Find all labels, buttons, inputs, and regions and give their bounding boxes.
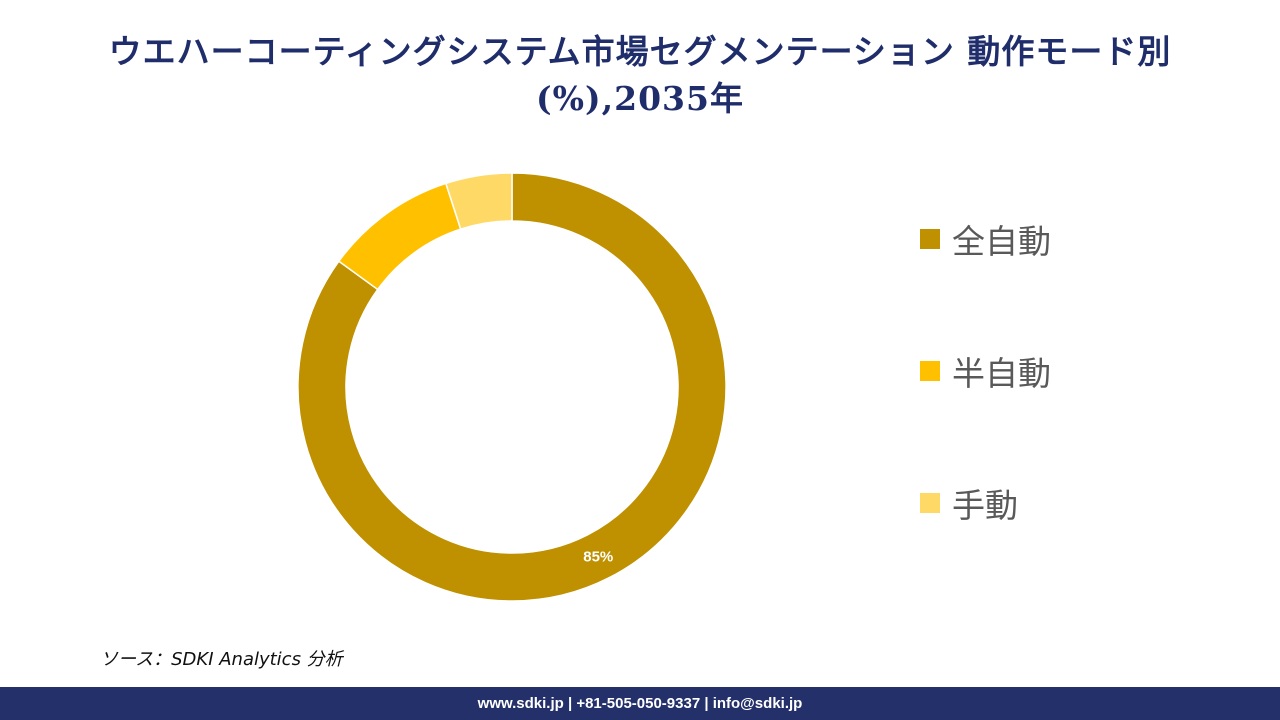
data-label-slice-1: 85%	[583, 548, 613, 565]
legend-item-3: 手動	[920, 479, 1018, 527]
footer-contact-bar: www.sdki.jp | +81-505-050-9337 | info@sd…	[0, 687, 1280, 720]
legend-item-1: 全自動	[920, 215, 1051, 263]
legend-item-2: 半自動	[920, 347, 1051, 395]
legend-swatch	[920, 493, 940, 513]
legend-label: 手動	[952, 486, 1018, 525]
legend-swatch	[920, 229, 940, 249]
chart-title-line-1: ウエハーコーティングシステム市場セグメンテーション 動作モード別	[108, 32, 1172, 71]
source-note: ソース：SDKI Analytics 分析	[100, 649, 343, 670]
legend-swatch	[920, 361, 940, 381]
donut-slice-1	[297, 172, 727, 602]
donut-slice-2	[337, 182, 462, 291]
legend-label: 全自動	[952, 222, 1051, 261]
chart-title: ウエハーコーティングシステム市場セグメンテーション 動作モード別 (%),203…	[40, 28, 1240, 122]
chart-title-line-2: (%),2035年	[536, 79, 744, 118]
donut-slice-3	[444, 172, 513, 231]
legend-label: 半自動	[952, 354, 1051, 393]
